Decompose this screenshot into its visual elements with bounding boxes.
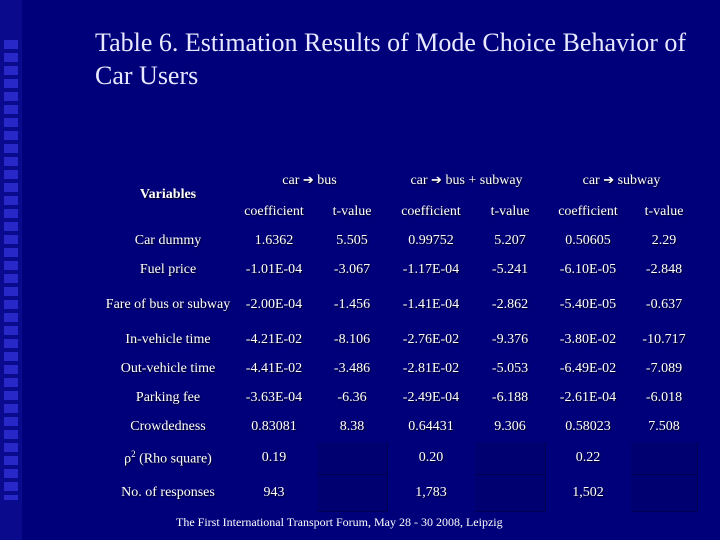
group-header-bus: car ➔ bus	[231, 162, 388, 198]
t-value-header: t-value	[474, 197, 546, 227]
cell-t-value: -0.637	[630, 284, 698, 326]
cell-coefficient: 0.64431	[387, 412, 475, 442]
row-variable: Car dummy	[104, 226, 232, 256]
cell-coefficient: -5.40E-05	[545, 284, 631, 326]
slide-title: Table 6. Estimation Results of Mode Choi…	[95, 28, 687, 90]
cell-coefficient: -2.81E-02	[387, 354, 475, 384]
cell-coefficient: 0.50605	[545, 226, 631, 256]
responses-value-bus: 943	[231, 474, 317, 512]
cell-t-value: -2.848	[630, 255, 698, 285]
responses-row: No. of responses 943 1,783 1,502	[104, 474, 698, 512]
cell-t-value: -9.376	[474, 325, 546, 355]
cell-coefficient: -4.41E-02	[231, 354, 317, 384]
cell-t-value: -1.456	[316, 284, 388, 326]
row-variable: In-vehicle time	[104, 325, 232, 355]
footer-text: The First International Transport Forum,…	[176, 515, 503, 529]
coefficient-header: coefficient	[387, 197, 475, 227]
results-table: Variables car ➔ bus car ➔ bus + subway c…	[104, 162, 698, 512]
cell-t-value: 2.29	[630, 226, 698, 256]
empty-cell	[474, 441, 546, 475]
t-value-header: t-value	[316, 197, 388, 227]
cell-t-value: -7.089	[630, 354, 698, 384]
right-arrow-icon: ➔	[431, 171, 442, 187]
table-row: In-vehicle time -4.21E-02 -8.106 -2.76E-…	[104, 325, 698, 355]
decorative-squares	[4, 40, 18, 500]
cell-t-value: 8.38	[316, 412, 388, 442]
variables-header: Variables	[104, 162, 232, 227]
cell-t-value: 7.508	[630, 412, 698, 442]
coefficient-header: coefficient	[545, 197, 631, 227]
cell-t-value: 9.306	[474, 412, 546, 442]
empty-cell	[630, 441, 698, 475]
group-header-subway: car ➔ subway	[545, 162, 698, 198]
coefficient-header: coefficient	[231, 197, 317, 227]
row-variable: Fuel price	[104, 255, 232, 285]
left-decorative-strip	[0, 0, 22, 540]
row-variable: Parking fee	[104, 383, 232, 413]
row-variable: Out-vehicle time	[104, 354, 232, 384]
cell-coefficient: 0.99752	[387, 226, 475, 256]
row-variable: Fare of bus or subway	[104, 284, 232, 326]
right-arrow-icon: ➔	[302, 171, 314, 187]
cell-coefficient: -6.10E-05	[545, 255, 631, 285]
group-header-bus-subway: car ➔ bus + subway	[387, 162, 546, 198]
cell-t-value: -5.053	[474, 354, 546, 384]
cell-t-value: -6.018	[630, 383, 698, 413]
subheader-row: coefficient t-value coefficient t-value …	[105, 197, 698, 227]
rho-square-value-bus-subway: 0.20	[387, 441, 475, 475]
cell-coefficient: -1.01E-04	[231, 255, 317, 285]
group-header-row: Variables car ➔ bus car ➔ bus + subway c…	[104, 162, 698, 227]
cell-t-value: -5.241	[474, 255, 546, 285]
responses-value-subway: 1,502	[545, 474, 631, 512]
cell-t-value: -6.36	[316, 383, 388, 413]
cell-t-value: -6.188	[474, 383, 546, 413]
table-row: Fuel price -1.01E-04 -3.067 -1.17E-04 -5…	[104, 255, 698, 285]
empty-cell	[630, 474, 698, 512]
empty-cell	[474, 474, 546, 512]
rho-square-row: ρ2 (Rho square) 0.19 0.20 0.22	[104, 441, 698, 475]
cell-coefficient: -2.61E-04	[545, 383, 631, 413]
cell-coefficient: -2.49E-04	[387, 383, 475, 413]
cell-t-value: -8.106	[316, 325, 388, 355]
row-variable: Crowdedness	[104, 412, 232, 442]
cell-t-value: -10.717	[630, 325, 698, 355]
cell-coefficient: -1.41E-04	[387, 284, 475, 326]
cell-coefficient: -1.17E-04	[387, 255, 475, 285]
cell-coefficient: -3.80E-02	[545, 325, 631, 355]
cell-t-value: 5.505	[316, 226, 388, 256]
cell-t-value: 5.207	[474, 226, 546, 256]
cell-coefficient: -6.49E-02	[545, 354, 631, 384]
cell-t-value: -2.862	[474, 284, 546, 326]
cell-coefficient: 1.6362	[231, 226, 317, 256]
cell-coefficient: -2.00E-04	[231, 284, 317, 326]
table-row: Out-vehicle time -4.41E-02 -3.486 -2.81E…	[104, 354, 698, 384]
rho-square-label: ρ2 (Rho square)	[104, 441, 232, 475]
responses-label: No. of responses	[104, 474, 232, 512]
table-row: Fare of bus or subway -2.00E-04 -1.456 -…	[104, 284, 698, 326]
t-value-header: t-value	[630, 197, 698, 227]
cell-coefficient: -3.63E-04	[231, 383, 317, 413]
cell-coefficient: -4.21E-02	[231, 325, 317, 355]
cell-coefficient: 0.58023	[545, 412, 631, 442]
cell-coefficient: 0.83081	[231, 412, 317, 442]
table-row: Crowdedness 0.83081 8.38 0.64431 9.306 0…	[104, 412, 698, 442]
cell-t-value: -3.067	[316, 255, 388, 285]
responses-value-bus-subway: 1,783	[387, 474, 475, 512]
cell-t-value: -3.486	[316, 354, 388, 384]
rho-square-value-subway: 0.22	[545, 441, 631, 475]
empty-cell	[316, 474, 388, 512]
right-arrow-icon: ➔	[603, 171, 615, 187]
table-row: Car dummy 1.6362 5.505 0.99752 5.207 0.5…	[104, 226, 698, 256]
empty-cell	[316, 441, 388, 475]
cell-coefficient: -2.76E-02	[387, 325, 475, 355]
table-row: Parking fee -3.63E-04 -6.36 -2.49E-04 -6…	[104, 383, 698, 413]
rho-square-value-bus: 0.19	[231, 441, 317, 475]
